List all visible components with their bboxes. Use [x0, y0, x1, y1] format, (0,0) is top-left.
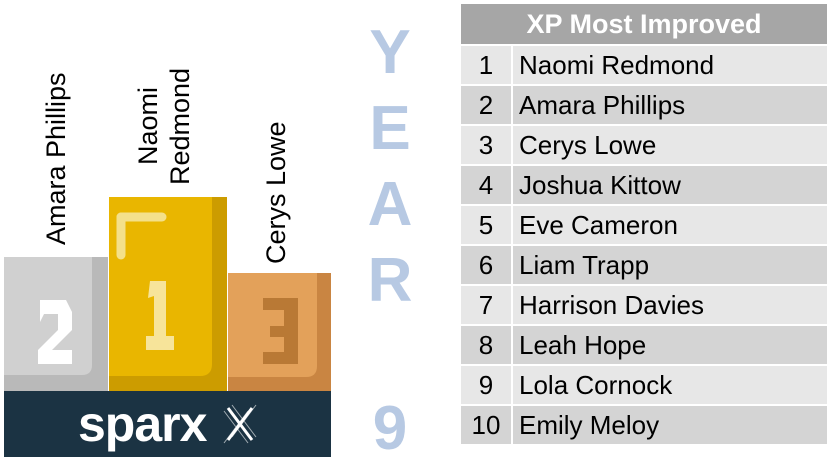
- podium-base: [4, 391, 331, 457]
- table-row: 1 Naomi Redmond: [459, 44, 829, 86]
- name-cell: Joshua Kittow: [511, 164, 829, 206]
- rank-cell: 9: [459, 364, 513, 406]
- first-place-name-line2: Redmond: [165, 67, 195, 185]
- table-row: 5 Eve Cameron: [459, 204, 829, 246]
- rank-cell: 2: [459, 84, 513, 126]
- name-cell: Leah Hope: [511, 324, 829, 366]
- podium-second-block: [4, 257, 108, 391]
- year-letter-y: Y: [369, 18, 411, 87]
- rank-cell: 3: [459, 124, 513, 166]
- name-cell: Lola Cornock: [511, 364, 829, 406]
- table-title: XP Most Improved: [459, 2, 829, 46]
- podium-graphic: sparx Amara Phillips Naomi Redmond Cerys…: [0, 0, 340, 464]
- sparx-logo: sparx: [78, 396, 207, 452]
- rank-cell: 1: [459, 44, 513, 86]
- xp-most-improved-table: XP Most Improved 1 Naomi Redmond 2 Amara P…: [459, 2, 829, 446]
- place-one-numeral: [146, 281, 174, 350]
- rank-cell: 4: [459, 164, 513, 206]
- name-cell: Naomi Redmond: [511, 44, 829, 86]
- table-row: 6 Liam Trapp: [459, 244, 829, 286]
- rank-cell: 6: [459, 244, 513, 286]
- second-place-name: Amara Phillips: [41, 72, 71, 245]
- table-row: 4 Joshua Kittow: [459, 164, 829, 206]
- rank-cell: 10: [459, 404, 513, 446]
- rank-cell: 5: [459, 204, 513, 246]
- table-row: 2 Amara Phillips: [459, 84, 829, 126]
- name-cell: Liam Trapp: [511, 244, 829, 286]
- place-three-numeral: [263, 298, 298, 364]
- name-cell: Eve Cameron: [511, 204, 829, 246]
- podium-third-block: [228, 273, 331, 391]
- table-row: 9 Lola Cornock: [459, 364, 829, 406]
- table-row: 8 Leah Hope: [459, 324, 829, 366]
- place-two-numeral: [38, 300, 72, 364]
- table-row: 10 Emily Meloy: [459, 404, 829, 446]
- rank-cell: 8: [459, 324, 513, 366]
- table-header-row: XP Most Improved: [459, 2, 829, 46]
- podium-first-block: [109, 197, 227, 391]
- name-cell: Cerys Lowe: [511, 124, 829, 166]
- name-cell: Amara Phillips: [511, 84, 829, 126]
- year-letter-r: R: [367, 246, 413, 315]
- year-letter-e: E: [369, 94, 411, 163]
- rank-cell: 7: [459, 284, 513, 326]
- table-row: 3 Cerys Lowe: [459, 124, 829, 166]
- name-cell: Harrison Davies: [511, 284, 829, 326]
- podium-svg: [4, 197, 331, 457]
- year-letter-a: A: [367, 170, 413, 239]
- logo-x-mark: [226, 407, 254, 441]
- third-place-name: Cerys Lowe: [261, 121, 291, 264]
- table-row: 7 Harrison Davies: [459, 284, 829, 326]
- name-cell: Emily Meloy: [511, 404, 829, 446]
- year-label: Y E A R 9: [360, 0, 420, 464]
- year-number: 9: [372, 394, 408, 463]
- first-place-name-line1: Naomi: [133, 86, 163, 165]
